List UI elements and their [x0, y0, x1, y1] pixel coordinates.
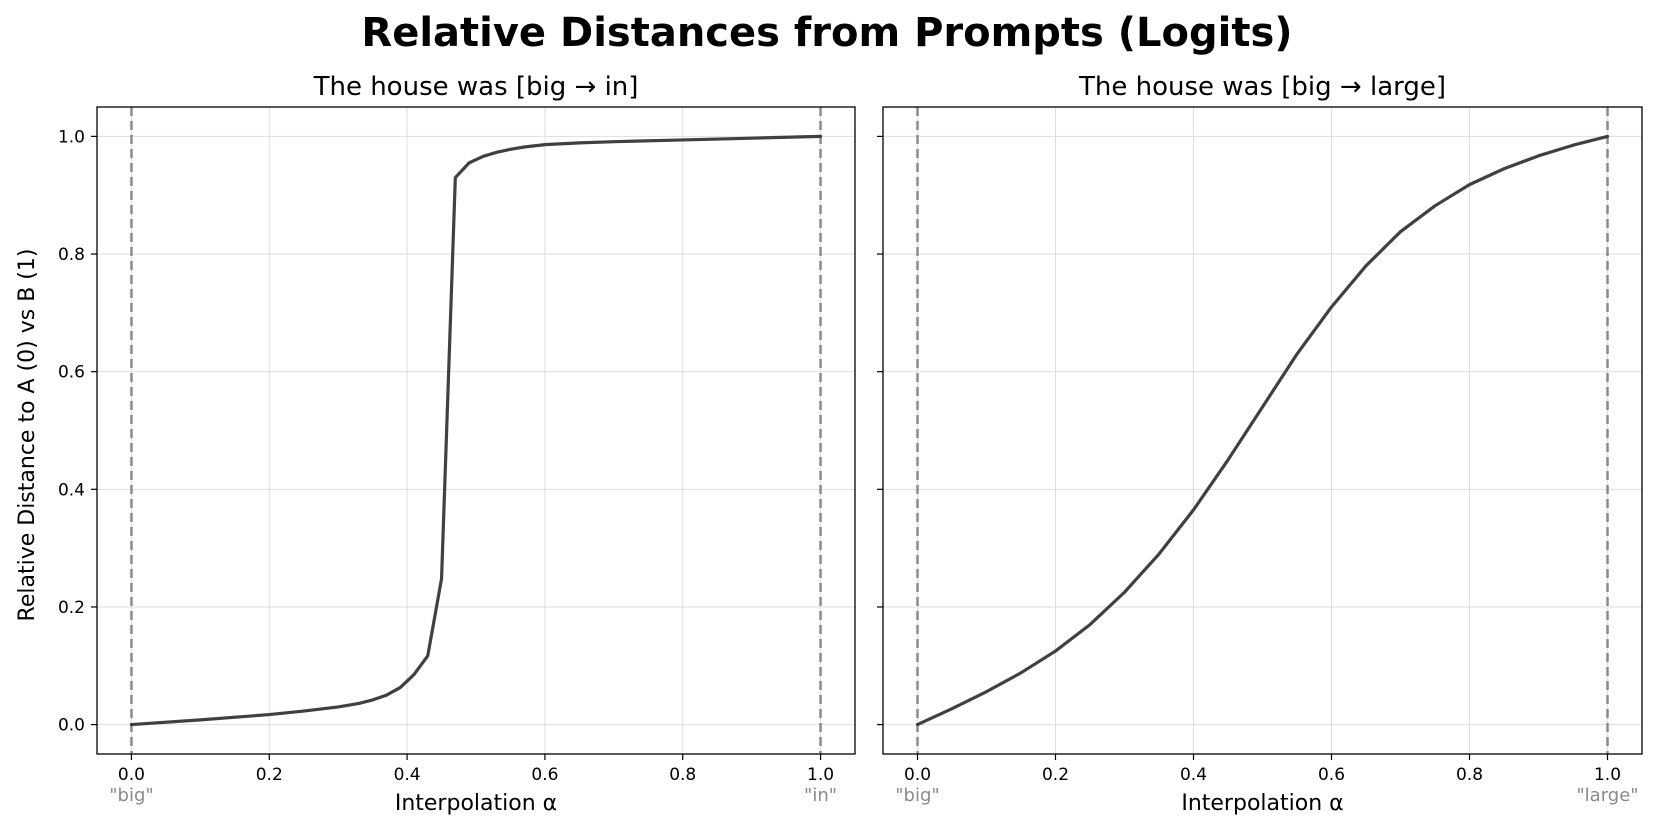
reference-line-label: "large": [1576, 785, 1638, 806]
x-tick-label: 1.0: [807, 765, 834, 785]
x-tick-label: 0.2: [256, 765, 283, 785]
y-axis-label: Relative Distance to A (0) vs B (1): [15, 249, 40, 622]
reference-line-label: "big": [109, 785, 153, 806]
figure-title: Relative Distances from Prompts (Logits): [361, 10, 1292, 56]
panel-title: The house was [big → in]: [313, 72, 639, 102]
x-tick-label: 0.8: [1456, 765, 1483, 785]
x-axis-label: Interpolation α: [395, 791, 557, 816]
right-chart-panel: 0.0 0.2 0.4 0.6 0.8 1.0 "big" "large" The house …: [877, 72, 1643, 816]
series-line: [129, 134, 823, 727]
x-tick-label: 1.0: [1594, 765, 1621, 785]
y-tick-label: 1.0: [58, 127, 85, 147]
x-tick-label: 0.0: [904, 765, 931, 785]
series-line: [915, 134, 1610, 727]
x-tick-label: 0.6: [1318, 765, 1345, 785]
axes-frame: [882, 106, 1643, 755]
reference-line-label: "big": [895, 785, 939, 806]
x-tick-label: 0.0: [118, 765, 145, 785]
y-tick-label: 0.8: [58, 245, 85, 265]
x-tick-label: 0.6: [531, 765, 558, 785]
x-tick-label: 0.4: [394, 765, 421, 785]
left-chart-panel: 0.0 0.2 0.4 0.6 0.8 1.0 0.0 0.2 0.4 0.6 0.8 1.0 "big…: [58, 72, 856, 816]
panel-title: The house was [big → large]: [1078, 72, 1446, 102]
y-tick-label: 0.6: [58, 363, 85, 383]
axes-frame: [96, 106, 856, 755]
y-tick-label: 0.4: [58, 480, 85, 500]
x-axis-label: Interpolation α: [1181, 791, 1343, 816]
y-tick-label: 0.2: [58, 598, 85, 618]
reference-line-label: "in": [804, 785, 837, 806]
y-tick-label: 0.0: [58, 716, 85, 736]
x-tick-label: 0.2: [1042, 765, 1069, 785]
x-tick-label: 0.8: [669, 765, 696, 785]
x-tick-label: 0.4: [1180, 765, 1207, 785]
